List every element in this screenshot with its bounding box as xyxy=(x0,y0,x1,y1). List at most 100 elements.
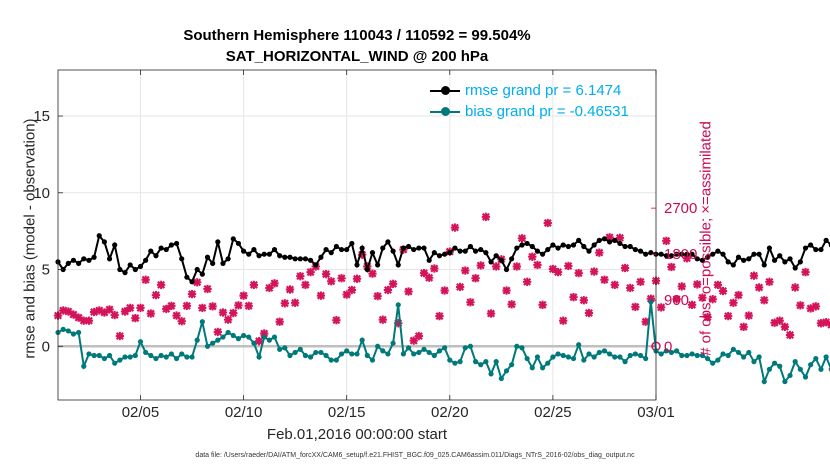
series-point xyxy=(380,245,386,251)
obs-count-marker xyxy=(631,302,640,312)
series-point xyxy=(168,242,175,248)
obs-count-marker xyxy=(667,262,676,272)
series-point xyxy=(256,354,262,360)
series-point xyxy=(256,253,262,259)
series-point xyxy=(246,334,252,340)
series-point xyxy=(452,360,458,366)
series-point xyxy=(488,371,494,377)
series-point xyxy=(591,354,597,360)
series-point xyxy=(179,256,185,262)
obs-count-marker xyxy=(208,302,217,311)
series-point xyxy=(210,340,216,346)
series-point xyxy=(117,357,123,363)
obs-count-marker xyxy=(579,296,588,305)
obs-count-marker xyxy=(610,280,619,290)
obs-marker-stroke xyxy=(827,324,830,329)
series-point xyxy=(318,349,324,356)
series-point xyxy=(741,257,747,263)
series-point xyxy=(436,348,443,354)
series-point xyxy=(756,251,762,257)
series-point xyxy=(586,248,592,254)
series-point xyxy=(694,352,700,359)
series-point xyxy=(478,246,484,253)
series-point xyxy=(199,271,205,277)
series-point xyxy=(684,251,690,257)
x-tick-label: 03/01 xyxy=(637,404,675,421)
obs-count-marker xyxy=(775,316,784,325)
obs-count-marker xyxy=(234,301,243,310)
series-point xyxy=(550,242,556,248)
series-point xyxy=(220,260,226,266)
series-point xyxy=(529,365,535,371)
obs-count-marker xyxy=(187,289,197,299)
series-point xyxy=(725,352,731,359)
series-point xyxy=(101,355,107,362)
series-point xyxy=(570,242,577,248)
series-point xyxy=(323,352,329,359)
series-point xyxy=(173,240,180,247)
series-point xyxy=(86,351,92,357)
obs-count-marker xyxy=(605,233,614,242)
series-point xyxy=(818,366,824,372)
series-point xyxy=(539,251,546,257)
series-point xyxy=(607,239,613,245)
series-point xyxy=(302,352,309,359)
obs-count-marker xyxy=(425,273,434,282)
obs-count-marker xyxy=(136,303,145,313)
right-y-axis-label: # of obs: o=possible; ×=assimilated xyxy=(697,121,715,356)
series-point xyxy=(823,237,829,243)
series-point xyxy=(498,257,504,263)
series-point xyxy=(127,354,133,360)
obs-count-marker xyxy=(131,313,140,323)
series-point xyxy=(663,253,669,259)
obs-count-marker xyxy=(141,275,150,284)
obs-count-marker xyxy=(476,261,485,270)
series-point xyxy=(405,345,412,351)
obs-count-marker xyxy=(115,331,125,341)
obs-count-marker xyxy=(306,267,315,277)
series-point xyxy=(498,375,504,382)
obs-count-marker xyxy=(332,316,341,325)
series-point xyxy=(436,253,443,259)
series-point xyxy=(797,259,803,265)
obs-count-marker xyxy=(223,315,233,324)
series-point xyxy=(766,245,773,251)
left-y-tick-label: 15 xyxy=(33,108,50,125)
series-point xyxy=(122,354,128,360)
series-point xyxy=(168,351,175,357)
series-point xyxy=(503,266,510,273)
obs-count-marker xyxy=(198,303,207,313)
obs-count-marker xyxy=(703,312,712,322)
obs-count-marker xyxy=(677,282,686,291)
series-point xyxy=(560,352,566,359)
series-point xyxy=(442,345,448,351)
obs-count-marker xyxy=(656,303,666,312)
obs-count-marker xyxy=(502,286,511,295)
series-point xyxy=(287,352,293,359)
obs-count-marker xyxy=(383,285,393,295)
series-point xyxy=(679,251,685,257)
series-point xyxy=(596,237,602,243)
series-point xyxy=(462,248,468,254)
series-point xyxy=(112,242,118,248)
series-point xyxy=(91,352,97,359)
series-point xyxy=(204,254,211,260)
series-point xyxy=(617,240,623,247)
rmse-series-line xyxy=(57,233,830,284)
obs-count-marker xyxy=(693,280,702,289)
series-point xyxy=(452,245,458,251)
series-point xyxy=(550,354,556,360)
obs-count-marker xyxy=(481,212,491,221)
obs-count-marker xyxy=(239,291,248,300)
series-point xyxy=(349,351,355,357)
series-point xyxy=(266,337,272,343)
series-point xyxy=(735,254,742,260)
series-point xyxy=(555,351,561,357)
left-y-tick-label: 0 xyxy=(42,338,50,355)
obs-count-marker xyxy=(321,269,331,279)
obs-count-marker xyxy=(229,308,238,318)
series-point xyxy=(189,279,195,285)
series-point xyxy=(364,352,370,359)
series-point xyxy=(581,357,587,363)
